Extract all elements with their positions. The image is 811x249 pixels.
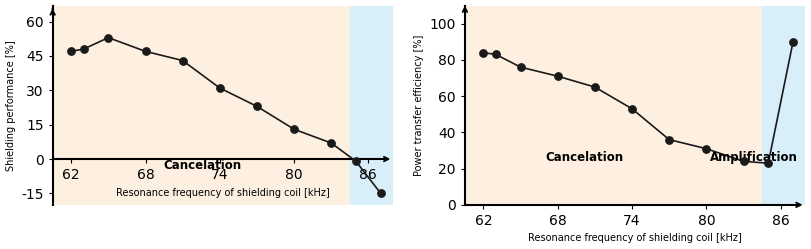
Point [489, 53, 502, 57]
Bar [465, 5, 762, 205]
X-axis label: Resonance frequency of shielding coil [kHz]: Resonance frequency of shielding coil [k… [116, 188, 329, 198]
Y-axis label: Shielding performance [%]: Shielding performance [%] [6, 40, 15, 171]
Point [476, 51, 489, 55]
Point [65, 49, 78, 53]
Point [176, 59, 189, 62]
Point [761, 161, 774, 165]
Point [786, 40, 799, 44]
Point [101, 36, 114, 40]
X-axis label: Resonance frequency of shielding coil [kHz]: Resonance frequency of shielding coil [k… [528, 234, 741, 244]
Point [699, 147, 712, 151]
Text: Cancelation: Cancelation [163, 159, 241, 172]
Point [588, 85, 601, 89]
Bar [762, 5, 805, 205]
Point [624, 107, 637, 111]
Point [139, 49, 152, 53]
Point [736, 159, 749, 163]
Y-axis label: Power transfer efficiency [%]: Power transfer efficiency [%] [414, 35, 423, 176]
Bar [53, 5, 350, 205]
Point [77, 47, 90, 51]
Point [213, 86, 226, 90]
Point [662, 138, 675, 142]
Point [324, 141, 337, 145]
Text: Amplification: Amplification [710, 151, 797, 164]
Point [551, 74, 564, 78]
Point [374, 191, 387, 195]
Point [349, 159, 362, 163]
Bar [350, 5, 393, 205]
Text: Cancelation: Cancelation [544, 151, 622, 164]
Point [287, 127, 300, 131]
Point [250, 104, 263, 108]
Point [513, 65, 526, 69]
